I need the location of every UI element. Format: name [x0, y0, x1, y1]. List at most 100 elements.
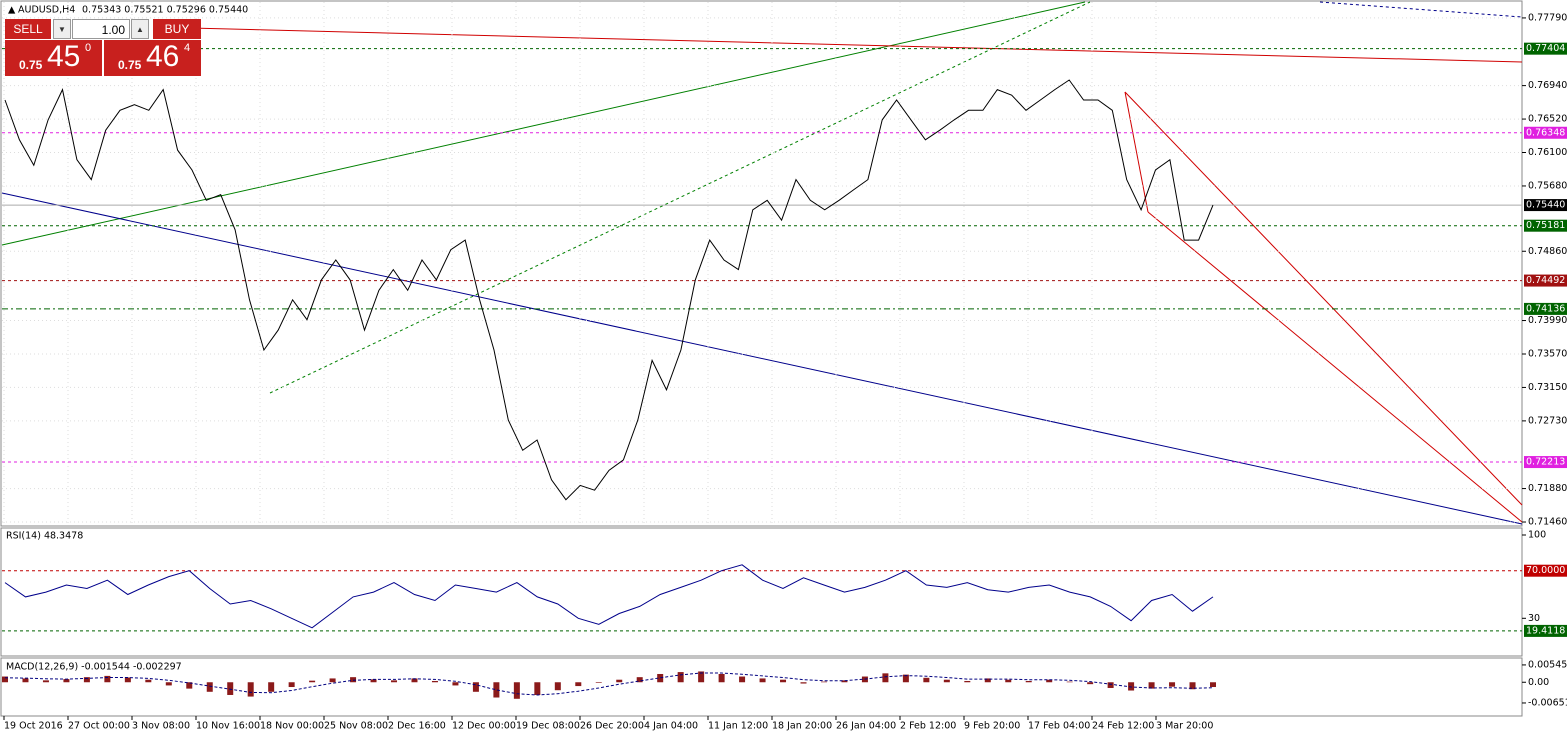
sell-sup: 0: [85, 42, 92, 54]
level-label: 0.74492: [1526, 275, 1565, 286]
histogram-bar: [186, 682, 193, 689]
histogram-bar: [1189, 682, 1196, 690]
macd-title: MACD(12,26,9) -0.001544 -0.002297: [6, 662, 182, 673]
histogram-bar: [636, 677, 643, 683]
x-tick-label: 17 Feb 04:00: [1028, 721, 1090, 732]
histogram-bar: [534, 682, 541, 695]
signal-line: [4, 672, 1214, 696]
sell-big: 45: [47, 40, 81, 73]
y-tick-label: 0.76940: [1528, 80, 1567, 91]
histogram-bar: [206, 682, 213, 692]
level-label-bg: [1524, 302, 1567, 315]
histogram-bar: [268, 682, 275, 692]
trend-line: [1, 192, 1523, 525]
x-tick-label: 4 Jan 04:00: [644, 721, 698, 732]
x-tick-label: 3 Mar 20:00: [1156, 721, 1213, 732]
x-tick-label: 27 Oct 00:00: [68, 721, 130, 732]
level-label-bg: [1524, 199, 1567, 212]
level-label-bg: [1524, 456, 1567, 469]
histogram-bar: [1107, 682, 1114, 688]
level-label-bg: [1524, 564, 1567, 577]
y-tick-label: 0.73150: [1528, 382, 1567, 393]
level-label: 0.77404: [1526, 43, 1565, 54]
histogram-bar: [882, 673, 889, 683]
histogram-bar: [350, 677, 357, 683]
x-tick-label: 26 Jan 04:00: [836, 721, 896, 732]
buy-prefix: 0.75: [118, 58, 142, 72]
histogram-bar: [247, 682, 254, 697]
y-tick-label: 0.76520: [1528, 114, 1567, 125]
lot-input[interactable]: 1.00: [72, 19, 130, 39]
histogram-bar: [493, 682, 500, 698]
buy-sup: 4: [184, 42, 191, 54]
x-tick-label: 2 Dec 16:00: [388, 721, 446, 732]
y-tick-label: 0.71460: [1528, 517, 1567, 528]
x-tick-label: 19 Dec 08:00: [516, 721, 580, 732]
x-tick-label: 18 Nov 00:00: [260, 721, 324, 732]
lot-up[interactable]: ▲: [131, 19, 149, 39]
histogram-bar: [452, 682, 459, 686]
y-tick-label: -0.006515: [1528, 697, 1567, 708]
histogram-bar: [1169, 682, 1176, 687]
lot-down[interactable]: ▼: [53, 19, 71, 39]
buy-quote[interactable]: 0.75 46 4: [104, 40, 201, 76]
histogram-bar: [575, 682, 582, 687]
histogram-bar: [595, 682, 602, 683]
trend-line: [1319, 1, 1523, 18]
histogram-bar: [2, 676, 8, 683]
level-label: 19.4118: [1526, 625, 1565, 636]
y-tick-label: 0.76100: [1528, 147, 1567, 158]
ohlc: 0.75343 0.75521 0.75296 0.75440: [82, 5, 248, 16]
sell-prefix: 0.75: [19, 58, 43, 72]
x-tick-label: 11 Jan 12:00: [708, 721, 768, 732]
y-tick-label: 100: [1528, 530, 1546, 541]
x-tick-label: 3 Nov 08:00: [132, 721, 190, 732]
macd-panel: [0, 657, 1523, 717]
level-label: 0.75181: [1526, 220, 1565, 231]
histogram-bar: [145, 679, 152, 683]
y-tick-label: 0.73990: [1528, 315, 1567, 326]
histogram-bar: [984, 678, 991, 683]
sell-quote[interactable]: 0.75 45 0: [5, 40, 102, 76]
histogram-bar: [677, 672, 684, 683]
symbol-arrow: ▲: [8, 5, 16, 16]
histogram-bar: [472, 682, 479, 692]
y-tick-label: 30: [1528, 613, 1540, 624]
x-tick-label: 19 Oct 2016: [4, 721, 63, 732]
histogram-bar: [820, 681, 827, 683]
data-line: [4, 79, 1214, 501]
trend-line: [189, 27, 1523, 63]
histogram-bar: [1148, 682, 1155, 689]
level-label-bg: [1524, 42, 1567, 55]
histogram-bar: [370, 679, 377, 683]
level-label: 0.72213: [1526, 457, 1565, 468]
channel-line: [1124, 91, 1523, 506]
y-tick-label: 0.75680: [1528, 180, 1567, 191]
trend-line: [1, 1, 1086, 246]
histogram-bar: [800, 682, 807, 684]
level-label-bg: [1524, 624, 1567, 637]
buy-big: 46: [146, 40, 180, 73]
histogram-bar: [165, 682, 172, 686]
histogram-bar: [288, 682, 295, 688]
histogram-bar: [227, 682, 234, 695]
symbol: AUDUSD,H4: [18, 5, 75, 16]
x-tick-label: 26 Dec 20:00: [580, 721, 644, 732]
histogram-bar: [841, 680, 848, 683]
buy-button[interactable]: BUY: [153, 19, 201, 39]
histogram-bar: [329, 678, 336, 683]
level-label: 70.0000: [1526, 565, 1565, 576]
histogram-bar: [1128, 682, 1135, 691]
histogram-bar: [698, 671, 705, 683]
sell-button[interactable]: SELL: [5, 19, 51, 39]
histogram-bar: [923, 677, 930, 683]
histogram-bar: [391, 680, 398, 683]
histogram-bar: [411, 678, 418, 683]
x-tick-label: 10 Nov 16:00: [196, 721, 260, 732]
histogram-bar: [309, 680, 316, 683]
price-panel: [0, 0, 1523, 527]
trade-panel: SELL ▼ 1.00 ▲ BUY 0.75 45 0 0.75 46 4: [5, 19, 201, 76]
x-tick-label: 18 Jan 20:00: [772, 721, 832, 732]
histogram-bar: [1005, 679, 1012, 683]
